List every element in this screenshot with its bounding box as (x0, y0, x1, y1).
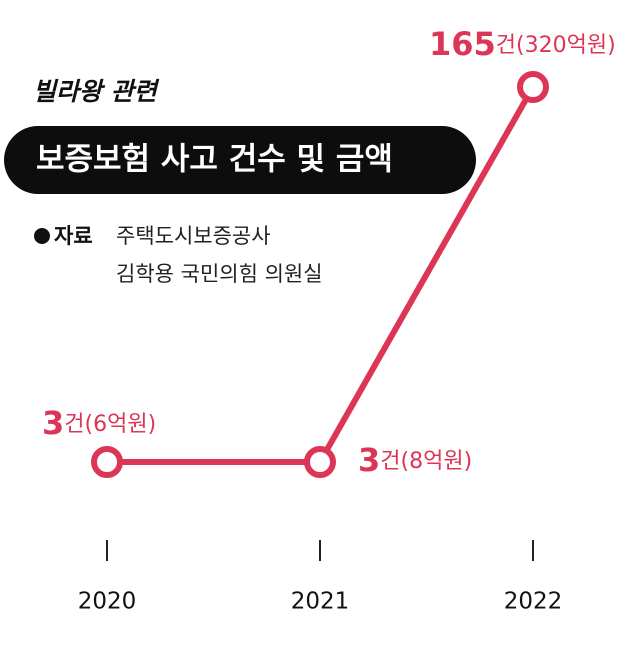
marker (91, 446, 123, 478)
value-label: 3건(8억원) (358, 441, 472, 479)
x-tick-label: 2021 (291, 589, 350, 615)
value-label: 3건(6억원) (42, 404, 156, 442)
marker (304, 446, 336, 478)
chart-title: 보증보험 사고 건수 및 금액 (36, 142, 393, 178)
kicker: 빌라왕 관련 (33, 77, 160, 106)
title-pill (4, 126, 476, 194)
x-tick-label: 2022 (504, 589, 563, 615)
source-line: 김학용 국민의힘 의원실 (116, 262, 323, 286)
source-line: 주택도시보증공사 (116, 224, 271, 248)
marker (517, 71, 549, 103)
value-label: 165건(320억원) (429, 25, 616, 63)
x-tick-label: 2020 (78, 589, 137, 615)
source-label: 자료 (54, 224, 93, 248)
source-bullet (34, 228, 50, 244)
